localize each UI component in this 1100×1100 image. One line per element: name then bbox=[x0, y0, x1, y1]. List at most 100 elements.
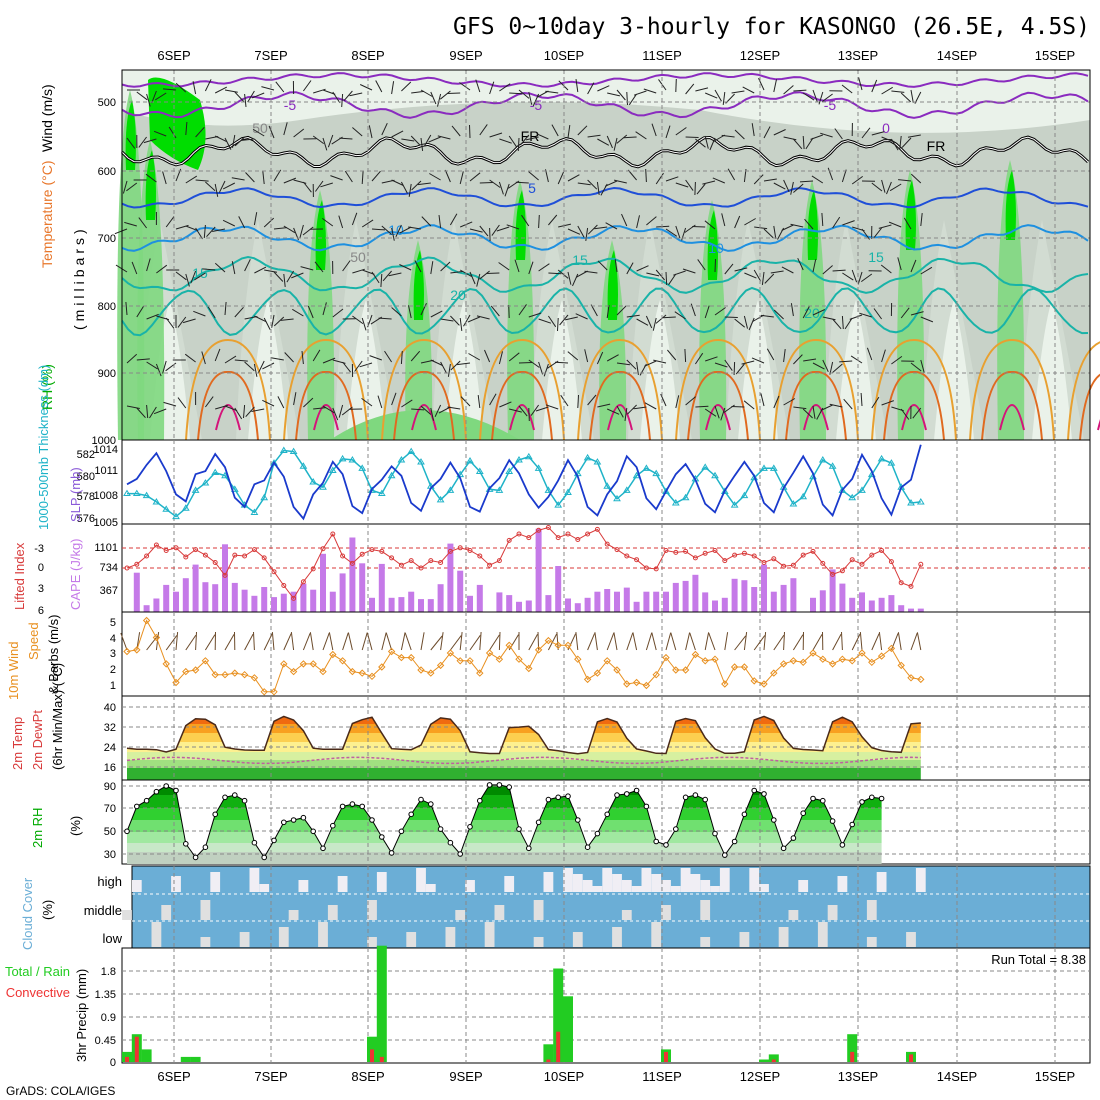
wind-speed-point bbox=[191, 666, 200, 674]
profile-barb bbox=[752, 314, 765, 322]
lifted-index-point bbox=[447, 548, 453, 554]
thickness-point bbox=[387, 471, 396, 479]
profile-barb bbox=[900, 307, 910, 319]
thickness-point bbox=[652, 469, 661, 477]
contour-35-5 bbox=[705, 403, 731, 431]
profile-barb bbox=[850, 355, 863, 364]
profile-barb bbox=[587, 179, 598, 190]
wind-barb bbox=[587, 633, 596, 651]
profile-barb bbox=[400, 350, 403, 365]
profile-barb bbox=[469, 271, 476, 285]
wind-barb bbox=[763, 632, 767, 651]
profile-barb bbox=[131, 261, 138, 275]
thickness-tick-580: 580 bbox=[77, 471, 95, 483]
cape-bar bbox=[751, 587, 758, 612]
profile-barb bbox=[280, 318, 294, 321]
profile-barb bbox=[451, 125, 461, 137]
cape-bar bbox=[819, 590, 826, 612]
wind-barb bbox=[897, 632, 902, 651]
wind-speed-point bbox=[809, 649, 817, 657]
cape-bar bbox=[633, 601, 640, 612]
thickness-point bbox=[701, 463, 710, 470]
profile-barb bbox=[567, 228, 581, 235]
lifted-index-point bbox=[389, 555, 395, 561]
profile-barb bbox=[434, 404, 442, 418]
rh-tick-70: 70 bbox=[104, 803, 116, 815]
wind-barb bbox=[606, 633, 615, 651]
cape-bar bbox=[790, 578, 797, 612]
precip-tick-0.45: 0.45 bbox=[95, 1035, 116, 1047]
profile-barb bbox=[185, 121, 188, 136]
lifted-index-point bbox=[202, 552, 208, 558]
profile-barb bbox=[645, 168, 647, 183]
wind-speed-point bbox=[642, 681, 651, 690]
profile-barb bbox=[361, 219, 374, 228]
cloud-cell bbox=[151, 922, 162, 947]
rh-point bbox=[790, 835, 797, 841]
profile-barb bbox=[450, 315, 460, 326]
profile-barb bbox=[871, 182, 883, 192]
profile-barb bbox=[714, 405, 720, 419]
rh-point bbox=[829, 818, 836, 824]
cape-bar bbox=[868, 600, 875, 612]
wind-barb bbox=[859, 632, 863, 651]
profile-tick-800: 800 bbox=[98, 301, 116, 313]
profile-barb bbox=[773, 309, 784, 320]
cloud-cell bbox=[866, 937, 877, 947]
profile-rh-label: RH (%) bbox=[39, 364, 55, 410]
profile-barb bbox=[802, 135, 805, 150]
profile-barb bbox=[920, 213, 923, 227]
profile-barb bbox=[145, 173, 157, 183]
profile-barb bbox=[509, 408, 522, 413]
wind-speed-point bbox=[476, 669, 484, 677]
profile-barb bbox=[606, 135, 613, 149]
profile-barb bbox=[812, 405, 816, 419]
cape-bar bbox=[584, 597, 591, 612]
profile-barb bbox=[384, 350, 393, 363]
rh-point bbox=[339, 803, 346, 810]
profile-barb bbox=[245, 406, 255, 418]
profile-barb bbox=[391, 392, 397, 406]
thickness-point bbox=[750, 473, 759, 481]
cloud-cell bbox=[131, 880, 142, 892]
cape-bar bbox=[398, 597, 405, 612]
profile-barb bbox=[613, 137, 618, 151]
cloud-cell bbox=[612, 927, 622, 947]
rh-point bbox=[477, 797, 483, 804]
slp-tick-1008: 1008 bbox=[94, 490, 118, 502]
profile-barb bbox=[283, 122, 288, 136]
profile-barb bbox=[231, 177, 245, 181]
wind-barb bbox=[832, 633, 842, 651]
profile-barb bbox=[381, 225, 392, 235]
cape-bar bbox=[261, 587, 268, 612]
profile-barb bbox=[655, 314, 667, 324]
profile-barb bbox=[234, 359, 248, 362]
profile-barb bbox=[851, 175, 863, 185]
profile-barb bbox=[475, 79, 481, 93]
profile-barb bbox=[805, 137, 814, 150]
bottom-date-9SEP: 9SEP bbox=[449, 1069, 482, 1084]
profile-barb bbox=[322, 89, 336, 95]
profile-barb bbox=[349, 92, 363, 97]
contour-label-10: 15 bbox=[868, 249, 884, 265]
profile-barb bbox=[518, 405, 528, 417]
top-date-15SEP: 15SEP bbox=[1035, 48, 1075, 63]
rh-point bbox=[653, 838, 660, 845]
profile-barb bbox=[891, 355, 903, 365]
profile-barb bbox=[548, 214, 558, 226]
wind-barb bbox=[420, 632, 425, 651]
wind-speed-point bbox=[770, 669, 778, 677]
rh-green-low-1 bbox=[330, 410, 520, 440]
profile-barb bbox=[429, 173, 441, 181]
profile-barb bbox=[126, 353, 138, 364]
profile-barb bbox=[371, 170, 381, 182]
wind-speed-point bbox=[387, 647, 396, 656]
rh-band-lighter-1 bbox=[248, 300, 288, 440]
precip-ylabel: 3hr Precip (mm) bbox=[74, 969, 89, 1062]
rh-band-4 bbox=[127, 832, 882, 843]
profile-barb bbox=[185, 175, 198, 184]
cloud-cell bbox=[465, 880, 475, 892]
wind-speed-point bbox=[544, 636, 553, 645]
profile-barb bbox=[851, 269, 858, 283]
profile-barb bbox=[430, 261, 434, 275]
